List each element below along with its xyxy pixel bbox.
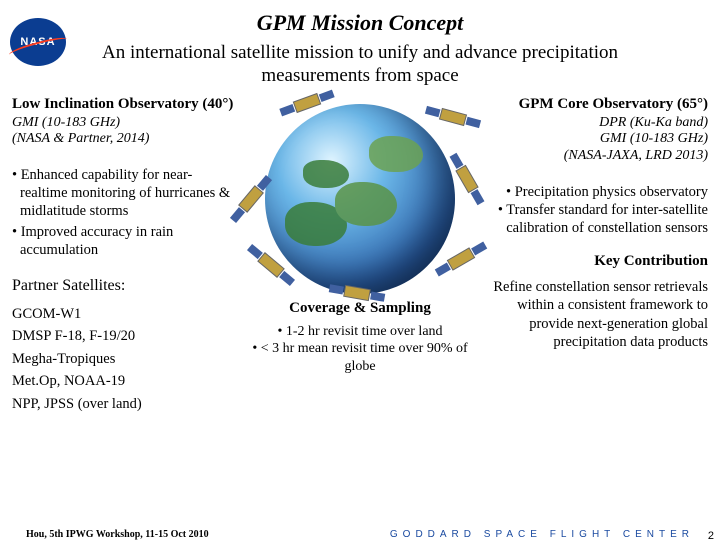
page-number: 2	[708, 530, 714, 542]
satellite-icon	[239, 186, 262, 211]
coverage-bullet-2: • < 3 hr mean revisit time over 90% of g…	[245, 340, 474, 375]
coverage-body: • 1-2 hr revisit time over land • < 3 hr…	[245, 323, 474, 376]
nasa-logo-text: NASA	[20, 36, 55, 48]
core-obs-detail-1: DPR (Ku-Ka band)	[481, 115, 708, 132]
low-inc-heading: Low Inclination Observatory (40°)	[12, 96, 239, 113]
left-bullets: • Enhanced capability for near-realtime …	[12, 166, 239, 259]
partner-4: Met.Op, NOAA-19	[12, 370, 239, 392]
partner-heading: Partner Satellites:	[12, 277, 239, 295]
satellite-icon	[259, 253, 284, 276]
satellite-icon	[457, 166, 478, 192]
footer-citation: Hou, 5th IPWG Workshop, 11-15 Oct 2010	[26, 529, 209, 540]
satellite-icon	[448, 248, 474, 269]
page-subtitle: An international satellite mission to un…	[60, 42, 660, 88]
core-obs-heading: GPM Core Observatory (65°)	[481, 96, 708, 113]
coverage-heading: Coverage & Sampling	[245, 300, 474, 317]
right-bullet-1: • Precipitation physics observatory	[481, 183, 708, 201]
partner-list: GCOM-W1 DMSP F-18, F-19/20 Megha-Tropiqu…	[12, 303, 239, 415]
core-obs-detail-3: (NASA-JAXA, LRD 2013)	[481, 148, 708, 165]
satellite-icon	[440, 109, 466, 125]
earth-globe-graphic	[265, 104, 455, 294]
satellite-icon	[344, 286, 369, 300]
left-column: Low Inclination Observatory (40°) GMI (1…	[12, 96, 239, 416]
page-title: GPM Mission Concept	[0, 10, 720, 36]
partner-2: DMSP F-18, F-19/20	[12, 325, 239, 347]
content-columns: Low Inclination Observatory (40°) GMI (1…	[0, 96, 720, 416]
low-inc-detail-2: (NASA & Partner, 2014)	[12, 131, 239, 148]
right-bullets: • Precipitation physics observatory • Tr…	[481, 183, 708, 237]
footer-center-name: GODDARD SPACE FLIGHT CENTER	[390, 529, 694, 540]
right-column: GPM Core Observatory (65°) DPR (Ku-Ka ba…	[481, 96, 708, 416]
middle-column: Coverage & Sampling • 1-2 hr revisit tim…	[245, 96, 474, 416]
low-inc-detail-1: GMI (10-183 GHz)	[12, 115, 239, 132]
right-bullet-2: • Transfer standard for inter-satellite …	[481, 201, 708, 237]
left-bullet-1: • Enhanced capability for near-realtime …	[12, 166, 239, 220]
satellite-icon	[294, 94, 320, 112]
coverage-bullet-1: • 1-2 hr revisit time over land	[245, 323, 474, 341]
core-obs-detail-2: GMI (10-183 GHz)	[481, 131, 708, 148]
partner-1: GCOM-W1	[12, 303, 239, 325]
partner-3: Megha-Tropiques	[12, 348, 239, 370]
nasa-logo-icon: NASA	[10, 18, 66, 66]
partner-5: NPP, JPSS (over land)	[12, 393, 239, 415]
key-contribution-heading: Key Contribution	[481, 253, 708, 270]
left-bullet-2: • Improved accuracy in rain accumulation	[12, 223, 239, 259]
key-contribution-body: Refine constellation sensor retrievals w…	[481, 278, 708, 351]
